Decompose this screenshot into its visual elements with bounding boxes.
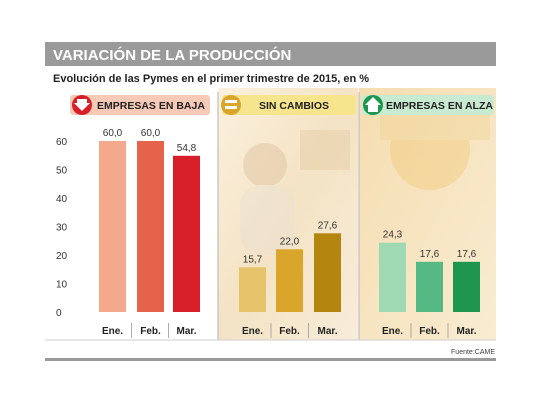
bottom-rule	[45, 358, 496, 361]
bar	[379, 242, 406, 312]
y-tick-label: 0	[56, 308, 62, 319]
y-axis: 0 10 20 30 40 50 60	[56, 137, 68, 319]
category-label: Ene.	[102, 326, 123, 337]
x-axis: Ene. Feb. Mar. Ene. Feb. Mar. Ene. Feb. Mar.	[102, 323, 477, 338]
data-label: 22,0	[280, 236, 300, 247]
chart-subtitle: Evolución de las Pymes en el primer trim…	[53, 73, 369, 85]
bar	[314, 233, 341, 312]
data-label: 60,0	[141, 128, 161, 139]
y-tick-label: 60	[56, 137, 68, 148]
category-label: Feb.	[140, 326, 161, 337]
down-arrow-icon	[72, 95, 92, 115]
category-label: Ene.	[242, 326, 263, 337]
data-label: 60,0	[103, 128, 123, 139]
panel-header-baja	[70, 95, 210, 115]
up-arrow-icon	[363, 95, 383, 115]
equals-icon	[221, 95, 241, 115]
source-note: Fuente:CAME	[451, 349, 495, 356]
bar	[173, 155, 200, 312]
category-label: Feb.	[279, 326, 300, 337]
panel-header-sin-cambios	[222, 95, 356, 115]
y-tick-label: 20	[56, 251, 68, 262]
title-bar	[45, 42, 496, 66]
bars: 60,0 60,0 54,8 15,7 22,0 27,6 24,3 17,6 17,6	[99, 128, 480, 312]
category-label: Ene.	[382, 326, 403, 337]
data-label: 24,3	[383, 230, 403, 241]
data-label: 15,7	[243, 254, 263, 265]
category-label: Mar.	[317, 326, 337, 337]
data-label: 54,8	[177, 143, 197, 154]
y-tick-label: 10	[56, 280, 68, 291]
category-label: Feb.	[419, 326, 440, 337]
data-label: 27,6	[318, 220, 338, 231]
panel-title-baja: EMPRESAS EN BAJA	[97, 100, 205, 112]
data-label: 17,6	[420, 249, 440, 260]
category-label: Mar.	[456, 326, 476, 337]
y-tick-label: 30	[56, 223, 68, 234]
bar	[239, 267, 266, 312]
bar	[137, 141, 164, 312]
bar	[276, 249, 303, 312]
category-label: Mar.	[176, 326, 196, 337]
panel-title-alza: EMPRESAS EN ALZA	[386, 100, 493, 112]
y-tick-label: 40	[56, 194, 68, 205]
panel-header-alza	[362, 95, 494, 115]
panel-title-sin-cambios: SIN CAMBIOS	[259, 100, 329, 112]
bar	[416, 261, 443, 312]
bar	[99, 141, 126, 312]
y-tick-label: 50	[56, 166, 68, 177]
data-label: 17,6	[457, 249, 477, 260]
page-title: VARIACIÓN DE LA PRODUCCIÓN	[53, 46, 291, 64]
bar	[453, 261, 480, 312]
